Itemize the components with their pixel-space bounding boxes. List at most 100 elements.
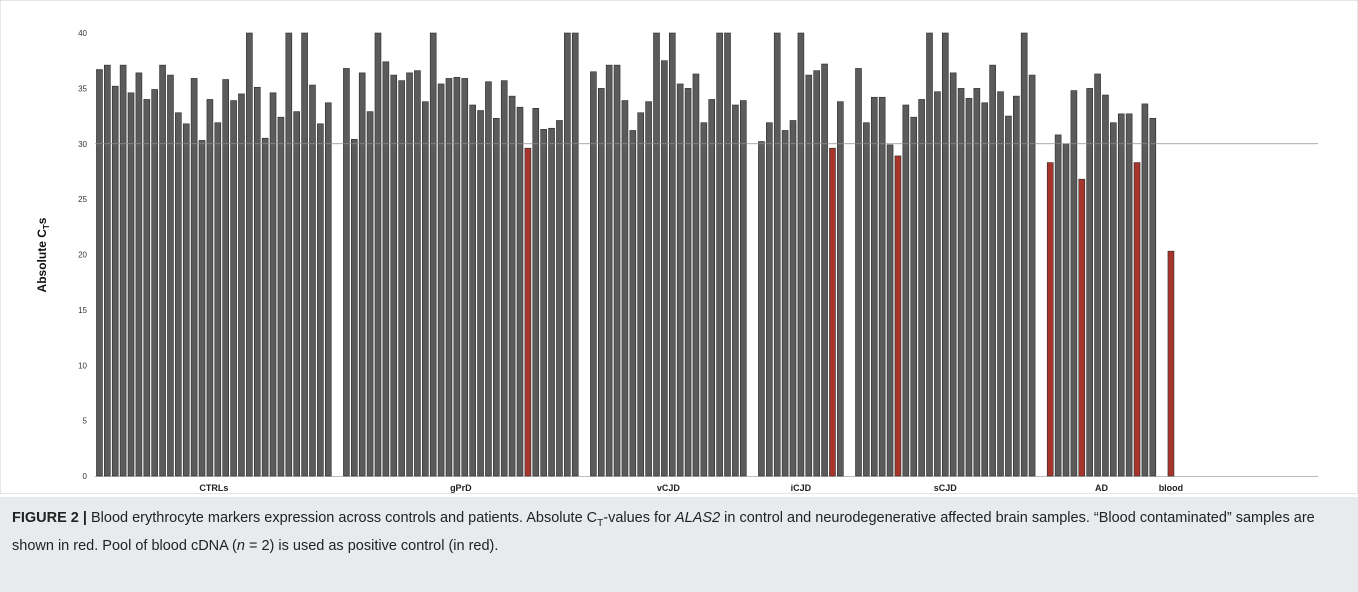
bar (214, 122, 222, 477)
bar-contaminated (1167, 250, 1175, 477)
bar-contaminated (524, 147, 532, 477)
bar (548, 127, 555, 477)
bar (1054, 134, 1062, 477)
bar (989, 64, 996, 477)
bar (301, 32, 308, 477)
bar (143, 99, 151, 477)
y-axis-label: Absolute CTs (35, 217, 51, 292)
y-tick-label: 40 (78, 29, 87, 38)
bar (973, 88, 981, 477)
bar (382, 61, 390, 477)
bar (222, 79, 229, 477)
bar (182, 123, 190, 477)
bar (269, 92, 277, 477)
bar (309, 84, 316, 477)
bar (261, 137, 269, 477)
bar (119, 64, 127, 477)
bar (981, 102, 989, 477)
caption-text-4: = 2) is used as positive control (in red… (244, 537, 499, 554)
group-label: sCJD (934, 483, 958, 493)
bar (324, 102, 332, 477)
bar-contaminated (894, 155, 902, 477)
bar (206, 99, 214, 477)
bar (1117, 113, 1125, 477)
bar (902, 104, 910, 477)
caption-subscript: T (597, 517, 604, 529)
bar (175, 112, 182, 477)
group-label: iCJD (791, 483, 812, 493)
bar (374, 32, 382, 477)
group-label: gPrD (450, 483, 472, 493)
bar (724, 32, 731, 477)
group-label: vCJD (657, 483, 681, 493)
bar (629, 130, 637, 477)
bar (253, 86, 261, 477)
bar (613, 64, 621, 477)
bar (453, 77, 461, 477)
bar (1125, 113, 1133, 477)
group-label: AD (1095, 483, 1108, 493)
y-tick-label: 30 (78, 140, 87, 149)
bar (1070, 90, 1078, 477)
bar (285, 32, 293, 477)
bar (645, 101, 652, 477)
bar (1102, 94, 1109, 477)
bar (590, 71, 597, 477)
y-tick-label: 0 (83, 472, 88, 481)
bar (732, 104, 739, 477)
y-tick-label: 5 (83, 417, 88, 426)
bar (758, 141, 765, 477)
bar (716, 32, 723, 477)
figure-label: FIGURE 2 | (12, 510, 87, 526)
bar (926, 32, 933, 477)
y-tick-label: 10 (78, 361, 87, 370)
bar (366, 111, 374, 477)
bar (293, 111, 301, 477)
bar (708, 99, 716, 477)
bar (317, 123, 324, 477)
bar (805, 74, 813, 477)
bar (605, 64, 613, 477)
bar (934, 91, 941, 477)
bar (700, 122, 708, 477)
bar (1028, 74, 1036, 477)
bar (949, 72, 957, 477)
bar-contaminated (1046, 162, 1054, 477)
bar-contaminated (1078, 178, 1086, 477)
y-tick-label: 25 (78, 195, 87, 204)
bar (198, 140, 206, 477)
bar (414, 70, 421, 477)
bar (500, 80, 508, 477)
bar (190, 78, 198, 477)
bar (564, 32, 571, 477)
bar (571, 32, 579, 477)
bar (1005, 115, 1012, 477)
bar (238, 93, 245, 477)
bar (863, 122, 870, 477)
bar (918, 99, 925, 477)
bar (637, 112, 645, 477)
bar (965, 98, 973, 477)
bar (532, 108, 540, 477)
bar (886, 144, 894, 477)
caption-text-1: Blood erythrocyte markers expression acr… (86, 510, 598, 526)
bar (111, 85, 119, 477)
bar (773, 32, 781, 477)
bar (668, 32, 676, 477)
bar (429, 32, 437, 477)
bar (1110, 122, 1117, 477)
bar (692, 73, 700, 477)
caption-n: n (236, 537, 245, 554)
bar (406, 72, 413, 477)
caption-text-2: -values for (603, 510, 675, 526)
bar (343, 68, 350, 477)
bar (797, 32, 805, 477)
y-tick-label: 15 (78, 306, 87, 315)
bar-chart: 0 5 10 15 20 25 30 35 40 CTRLs gPrD vCJD iCJD sCJD AD b… (0, 0, 1358, 494)
bar-contaminated (829, 147, 836, 477)
bar (957, 88, 965, 477)
bar (661, 60, 668, 477)
bar (621, 100, 629, 477)
bar (1094, 73, 1101, 477)
figure-caption-box: FIGURE 2 | Blood erythrocyte markers exp… (0, 494, 1358, 592)
